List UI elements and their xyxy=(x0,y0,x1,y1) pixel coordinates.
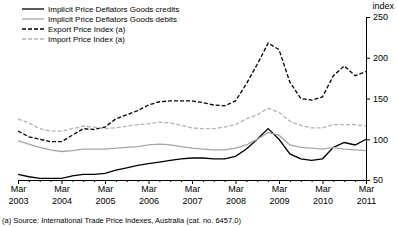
x-tick-label: Mar2003 xyxy=(8,184,28,205)
x-tick-mark xyxy=(290,180,291,182)
x-tick-label: Mar2011 xyxy=(357,184,376,205)
x-tick-mark xyxy=(159,180,160,182)
legend-swatch xyxy=(22,8,44,9)
x-tick-label: Mar2009 xyxy=(269,184,289,205)
y-tick-label: 200 xyxy=(373,53,388,63)
x-tick xyxy=(312,180,313,182)
x-tick: Mar2008 xyxy=(226,180,246,206)
x-tick-mark xyxy=(72,180,73,182)
x-tick-mark xyxy=(268,180,269,182)
y-tick-label: 50 xyxy=(373,175,383,185)
x-tick-mark xyxy=(301,180,302,182)
x-tick-label: Mar2007 xyxy=(182,184,202,205)
legend-swatch xyxy=(22,18,44,19)
x-tick-label: Mar2005 xyxy=(95,184,115,205)
x-tick xyxy=(268,180,269,182)
x-tick: Mar2006 xyxy=(139,180,159,206)
x-tick xyxy=(214,180,215,182)
x-tick-mark xyxy=(312,180,313,182)
x-tick xyxy=(344,180,345,182)
x-tick xyxy=(170,180,171,182)
y-axis-line xyxy=(367,18,371,181)
x-tick-mark xyxy=(83,180,84,182)
x-tick-mark xyxy=(344,180,345,182)
x-tick-mark xyxy=(94,180,95,182)
x-tick-mark xyxy=(214,180,215,182)
x-tick xyxy=(246,180,247,182)
x-tick: Mar2010 xyxy=(313,180,333,206)
y-tick: 250 xyxy=(366,12,388,22)
x-tick-mark xyxy=(257,180,258,182)
x-tick-label: Mar2006 xyxy=(139,184,159,205)
x-tick xyxy=(203,180,204,182)
x-tick: Mar2003 xyxy=(8,180,28,206)
x-tick-mark xyxy=(51,180,52,182)
x-tick-mark xyxy=(181,180,182,182)
x-tick-mark xyxy=(355,180,356,182)
x-tick xyxy=(225,180,226,182)
plot-lines xyxy=(18,43,366,178)
x-tick xyxy=(127,180,128,182)
x-tick xyxy=(290,180,291,182)
x-tick-mark xyxy=(127,180,128,182)
footnote: (a) Source: International Trade Price In… xyxy=(2,216,241,225)
series-line xyxy=(18,108,366,131)
x-tick-mark xyxy=(170,180,171,182)
x-tick xyxy=(181,180,182,182)
chart: 50 100 150 200 250index Mar2003 Mar2004 Mar2005… xyxy=(0,0,397,227)
y-axis-title: index xyxy=(372,1,394,11)
legend-label: Export Price Index (a) xyxy=(48,25,126,34)
legend-swatch xyxy=(22,38,44,39)
legend-swatch xyxy=(22,28,44,29)
y-tick-mark xyxy=(366,58,370,59)
x-tick xyxy=(116,180,117,182)
x-tick-mark xyxy=(203,180,204,182)
x-tick xyxy=(333,180,334,182)
x-tick: Mar2005 xyxy=(95,180,115,206)
x-tick xyxy=(72,180,73,182)
series-line xyxy=(18,133,366,152)
y-tick-label: 250 xyxy=(373,12,388,22)
x-tick-label: Mar2004 xyxy=(52,184,72,205)
x-tick xyxy=(257,180,258,182)
x-tick: Mar2009 xyxy=(269,180,289,206)
x-tick xyxy=(355,180,356,182)
x-tick xyxy=(29,180,30,182)
y-tick-mark xyxy=(366,139,370,140)
y-axis: 50 100 150 200 250 xyxy=(366,12,388,185)
x-tick-mark xyxy=(40,180,41,182)
x-tick xyxy=(51,180,52,182)
x-axis: Mar2003 Mar2004 Mar2005 Mar2006 Mar2007 Mar20… xyxy=(8,180,376,206)
x-tick xyxy=(138,180,139,182)
x-tick: Mar2007 xyxy=(182,180,202,206)
x-tick xyxy=(40,180,41,182)
x-tick-mark xyxy=(116,180,117,182)
x-tick-mark xyxy=(246,180,247,182)
x-tick: Mar2011 xyxy=(357,180,376,206)
y-tick: 200 xyxy=(366,53,388,63)
x-tick-mark xyxy=(333,180,334,182)
x-tick-mark xyxy=(138,180,139,182)
y-tick: 150 xyxy=(366,94,388,104)
legend-label: Implicit Price Deflators Goods debits xyxy=(48,15,177,24)
y-tick-mark xyxy=(366,17,370,18)
x-tick: Mar2004 xyxy=(52,180,72,206)
y-tick-label: 150 xyxy=(373,94,388,104)
x-tick xyxy=(83,180,84,182)
x-tick-mark xyxy=(225,180,226,182)
x-tick xyxy=(94,180,95,182)
legend-label: Import Price Index (a) xyxy=(48,35,125,44)
legend-label: Implicit Price Deflators Goods credits xyxy=(48,5,179,14)
x-tick-mark xyxy=(29,180,30,182)
x-tick xyxy=(301,180,302,182)
x-tick-label: Mar2008 xyxy=(226,184,246,205)
y-tick-mark xyxy=(366,99,370,100)
x-tick-label: Mar2010 xyxy=(313,184,333,205)
y-tick: 100 xyxy=(366,135,388,145)
series-line xyxy=(18,43,366,142)
y-tick-label: 100 xyxy=(373,135,388,145)
legend: Implicit Price Deflators Goods creditsIm… xyxy=(22,5,179,44)
x-tick xyxy=(159,180,160,182)
